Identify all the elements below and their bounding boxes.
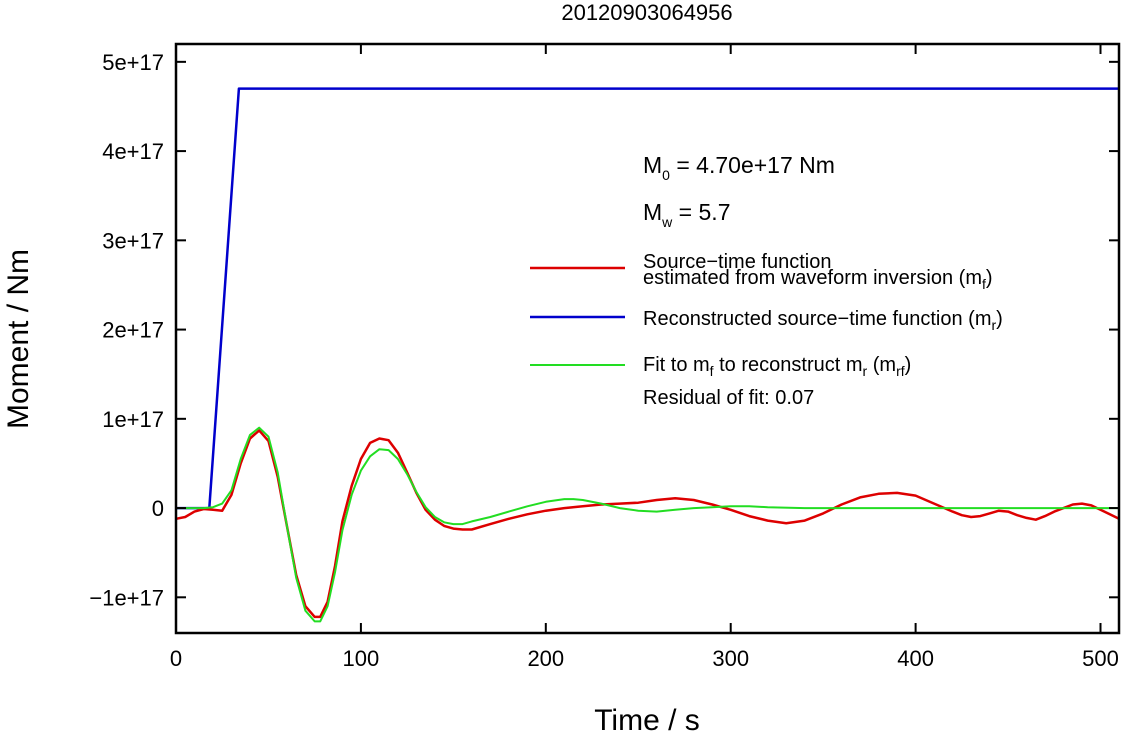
residual-annotation: Residual of fit: 0.07: [643, 387, 814, 409]
y-tick-label: 5e+17: [102, 50, 164, 75]
x-tick-label: 400: [897, 646, 934, 671]
plot-title: 20120903064956: [561, 0, 732, 25]
ticks-layer: 0 100 200 300 400 500 −1e+17 0 1e+17 2e+17 3e+17 4e…: [89, 44, 1119, 671]
legend-label-green: Fit to mf to reconstruct mr (mrf): [643, 354, 911, 379]
y-tick-label: 4e+17: [102, 139, 164, 164]
legend-label-red-line1: Source−time function: [643, 251, 831, 273]
mw-subscript: w: [661, 214, 673, 230]
legend: Source−time function estimated from wave…: [530, 251, 1003, 409]
x-tick-label: 300: [712, 646, 749, 671]
mw-prefix: M: [643, 199, 662, 225]
mw-value: = 5.7: [672, 199, 730, 225]
y-tick-label: 3e+17: [102, 228, 164, 253]
y-tick-label: 1e+17: [102, 407, 164, 432]
seismic-moment-annotation: M0 = 4.70e+17 Nm: [643, 152, 835, 183]
m0-value: = 4.70e+17 Nm: [670, 152, 835, 178]
x-tick-label: 500: [1082, 646, 1119, 671]
legend-label-red-line2: estimated from waveform inversion (mf): [643, 267, 993, 292]
x-tick-label: 100: [343, 646, 380, 671]
m0-prefix: M: [643, 152, 662, 178]
x-tick-label: 0: [170, 646, 182, 671]
moment-magnitude-annotation: Mw = 5.7: [643, 199, 730, 230]
y-tick-label: 2e+17: [102, 318, 164, 343]
series-line-green: [176, 426, 1119, 623]
legend-label-blue: Reconstructed source−time function (mr): [643, 308, 1003, 333]
series-layer: [175, 87, 1120, 623]
y-tick-label: 0: [152, 496, 164, 521]
y-axis-title: Moment / Nm: [2, 249, 35, 429]
plot-frame: [174, 42, 1121, 635]
m0-subscript: 0: [662, 167, 670, 183]
y-tick-label: −1e+17: [89, 585, 164, 610]
x-axis-title: Time / s: [594, 704, 700, 734]
series-line-red: [175, 429, 1120, 619]
x-tick-label: 200: [527, 646, 564, 671]
